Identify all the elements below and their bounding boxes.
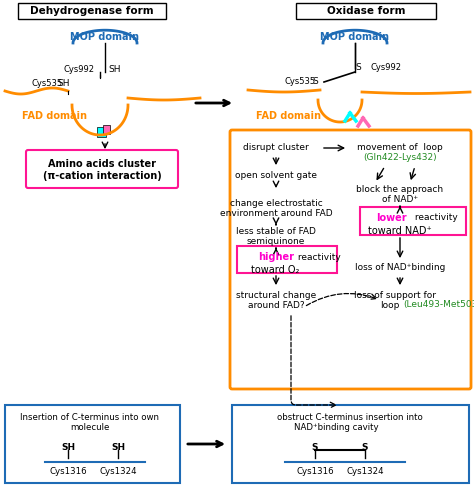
Text: FAD domain: FAD domain [256, 111, 321, 121]
Text: MOP domain: MOP domain [71, 32, 139, 42]
Text: Oxidase form: Oxidase form [327, 6, 405, 16]
Text: molecule: molecule [70, 423, 109, 432]
Text: Cys1324: Cys1324 [99, 467, 137, 477]
Text: MOP domain: MOP domain [320, 32, 390, 42]
Text: Dehydrogenase form: Dehydrogenase form [30, 6, 154, 16]
Text: Cys1316: Cys1316 [49, 467, 87, 477]
Text: lower: lower [376, 213, 407, 223]
FancyBboxPatch shape [360, 207, 466, 235]
Text: around FAD?: around FAD? [248, 300, 304, 309]
Text: SH: SH [109, 65, 121, 75]
Text: open solvent gate: open solvent gate [235, 170, 317, 180]
Text: Cys992: Cys992 [371, 63, 402, 72]
Text: obstruct C-terminus insertion into: obstruct C-terminus insertion into [277, 412, 423, 422]
Text: structural change: structural change [236, 291, 316, 299]
Text: reactivity: reactivity [295, 252, 341, 261]
Text: SH: SH [111, 444, 125, 452]
Bar [97, 127, 106, 137]
Text: (π-cation interaction): (π-cation interaction) [43, 171, 161, 181]
Text: Cys1316: Cys1316 [296, 467, 334, 477]
FancyBboxPatch shape [296, 3, 436, 19]
Text: Cys1324: Cys1324 [346, 467, 384, 477]
Text: loss of NAD⁺binding: loss of NAD⁺binding [355, 263, 445, 273]
Text: S: S [312, 443, 318, 451]
Text: Cys535: Cys535 [32, 80, 63, 89]
Text: S: S [355, 63, 361, 72]
FancyBboxPatch shape [237, 246, 337, 273]
FancyBboxPatch shape [26, 150, 178, 188]
Text: (Leu493-Met503): (Leu493-Met503) [403, 300, 474, 309]
Text: block the approach: block the approach [356, 186, 444, 195]
Text: loop: loop [380, 300, 400, 309]
Text: S: S [312, 78, 318, 87]
Text: (Gln422-Lys432): (Gln422-Lys432) [363, 153, 437, 162]
Text: Cys535: Cys535 [285, 78, 316, 87]
FancyBboxPatch shape [5, 405, 180, 483]
Text: SH: SH [61, 444, 75, 452]
Text: Insertion of C-terminus into own: Insertion of C-terminus into own [20, 412, 159, 422]
FancyBboxPatch shape [18, 3, 166, 19]
Text: toward NAD⁺: toward NAD⁺ [368, 226, 432, 236]
Text: reactivity: reactivity [412, 213, 458, 222]
Text: change electrostatic: change electrostatic [229, 198, 322, 207]
Text: of NAD⁺: of NAD⁺ [382, 196, 418, 204]
Text: loss of support for: loss of support for [354, 291, 436, 299]
Text: toward O₂: toward O₂ [251, 265, 299, 275]
Text: less stable of FAD: less stable of FAD [236, 228, 316, 237]
Text: FAD domain: FAD domain [22, 111, 87, 121]
Bar [103, 125, 110, 134]
Text: Amino acids cluster: Amino acids cluster [48, 159, 156, 169]
Text: higher: higher [258, 252, 294, 262]
Text: environment around FAD: environment around FAD [219, 208, 332, 217]
Text: movement of  loop: movement of loop [357, 144, 443, 152]
Text: semiquinone: semiquinone [247, 238, 305, 247]
Text: S: S [362, 443, 368, 451]
Text: Cys992: Cys992 [64, 65, 95, 75]
Text: NAD⁺binding cavity: NAD⁺binding cavity [294, 423, 378, 432]
FancyBboxPatch shape [230, 130, 471, 389]
FancyBboxPatch shape [232, 405, 469, 483]
Text: disrupt cluster: disrupt cluster [243, 144, 309, 152]
Text: SH: SH [58, 80, 70, 89]
